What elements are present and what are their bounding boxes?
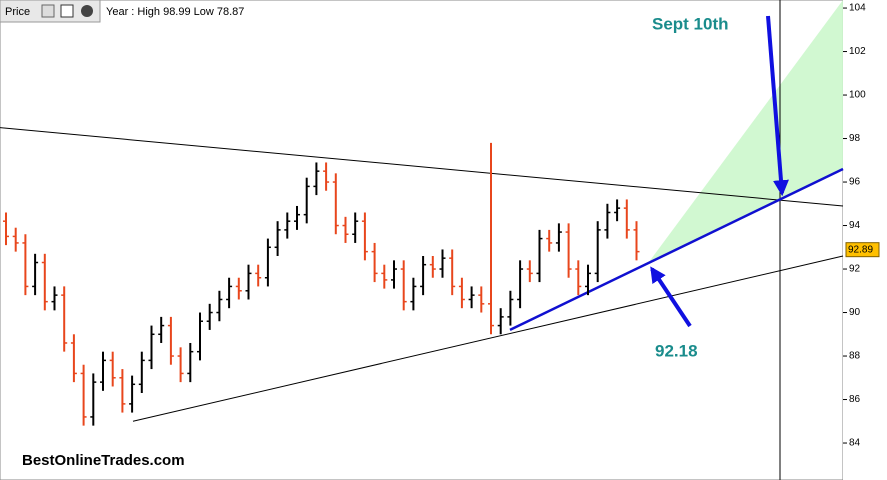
ohlc-bar	[313, 162, 320, 196]
panel-label: Price	[5, 6, 30, 18]
ohlc-bar	[109, 351, 116, 387]
ohlc-bar	[32, 253, 39, 296]
ohlc-bar	[216, 290, 223, 322]
y-tick-label: 104	[849, 3, 866, 14]
ohlc-bar	[633, 221, 640, 261]
watermark: BestOnlineTrades.com	[22, 452, 185, 469]
ohlc-bar	[332, 173, 339, 235]
y-tick-label: 84	[849, 438, 861, 449]
ohlc-bar	[526, 260, 533, 283]
ohlc-bar	[623, 199, 630, 239]
close-icon[interactable]	[81, 5, 93, 17]
ohlc-bar	[352, 212, 359, 243]
ohlc-bar	[235, 277, 242, 300]
ohlc-bar	[245, 264, 252, 300]
annotation: 92.18	[655, 341, 698, 360]
ohlc-bar	[439, 249, 446, 278]
settings-icon[interactable]	[41, 4, 55, 18]
arrow	[650, 266, 692, 328]
ohlc-bar	[381, 264, 388, 289]
y-tick-label: 96	[849, 177, 861, 188]
ohlc-bar	[148, 325, 155, 370]
ohlc-bar	[410, 277, 417, 311]
ohlc-bar	[22, 234, 29, 296]
ohlc-bar	[468, 286, 475, 309]
plot-area	[0, 0, 844, 480]
y-tick-label: 92	[849, 264, 861, 275]
y-tick-label: 86	[849, 394, 861, 405]
y-tick-label: 88	[849, 351, 861, 362]
trendline	[132, 255, 844, 422]
ohlc-bar	[138, 351, 145, 394]
ohlc-bar	[555, 223, 562, 252]
ohlc-bar	[391, 260, 397, 289]
ohlc-bar	[187, 342, 194, 383]
ohlc-bar	[361, 212, 368, 261]
axis-area	[843, 0, 887, 480]
ohlc-bar	[119, 369, 126, 413]
ohlc-bar	[206, 303, 213, 330]
ohlc-bar	[61, 286, 68, 352]
ohlc-bar	[80, 364, 87, 426]
ohlc-bar	[255, 264, 262, 287]
arrow	[766, 15, 789, 197]
ohlc-bar	[177, 347, 184, 383]
ohlc-bar	[129, 375, 136, 413]
ohlc-bar	[478, 286, 485, 313]
last-price-label: 92.89	[848, 244, 873, 255]
ohlc-bar	[41, 253, 48, 311]
y-tick-label: 102	[849, 46, 866, 57]
trendline	[0, 127, 844, 207]
y-tick-label: 100	[849, 90, 866, 101]
ohlc-bar	[3, 212, 9, 246]
ohlc-bar	[100, 351, 106, 391]
annotation: Sept 10th	[652, 14, 729, 33]
ohlc-bar	[546, 229, 553, 252]
ohlc-bar	[594, 221, 601, 283]
ohlc-bar	[420, 255, 427, 296]
ohlc-bar	[488, 142, 494, 335]
ohlc-bar	[284, 212, 291, 239]
ohlc-bar	[226, 277, 233, 309]
ohlc-bar	[90, 373, 97, 426]
ohlc-bar	[197, 312, 203, 361]
ohlc-bar	[585, 264, 591, 296]
ohlc-bar	[342, 216, 349, 243]
ohlc-bar	[264, 238, 271, 287]
ohlc-bar	[274, 221, 281, 256]
header: Price Year : High 98.99 Low 78.87	[0, 0, 244, 23]
ohlc-bar	[458, 277, 465, 309]
ohlc-bar	[536, 229, 543, 283]
ohlc-bar	[449, 249, 456, 296]
header-info: Year : High 98.99 Low 78.87	[106, 6, 244, 18]
y-tick-label: 90	[849, 307, 861, 318]
ohlc-bar	[12, 227, 19, 252]
ohlc-bar	[158, 316, 165, 343]
ohlc-bar	[51, 286, 58, 311]
ohlc-bar	[507, 290, 514, 326]
y-tick-label: 94	[849, 220, 861, 231]
projection-wedge	[648, 0, 843, 264]
ohlc-bar	[429, 255, 436, 278]
ohlc-bar	[323, 162, 330, 191]
ohlc-bar	[517, 260, 524, 309]
ohlc-bar	[303, 177, 310, 224]
ohlc-bar	[565, 223, 572, 278]
ohlc-bar	[70, 334, 77, 383]
ohlc-bar	[614, 199, 621, 222]
ohlc-bar	[167, 316, 174, 365]
ohlc-bar	[575, 260, 582, 296]
ohlc-bar	[497, 308, 504, 335]
y-tick-label: 98	[849, 133, 861, 144]
last-price-box	[845, 242, 880, 258]
maximize-icon[interactable]	[60, 4, 74, 18]
ohlc-bar	[400, 260, 407, 311]
ohlc-bar	[371, 242, 378, 283]
ohlc-bar	[294, 205, 300, 230]
ohlc-bar	[604, 203, 611, 239]
